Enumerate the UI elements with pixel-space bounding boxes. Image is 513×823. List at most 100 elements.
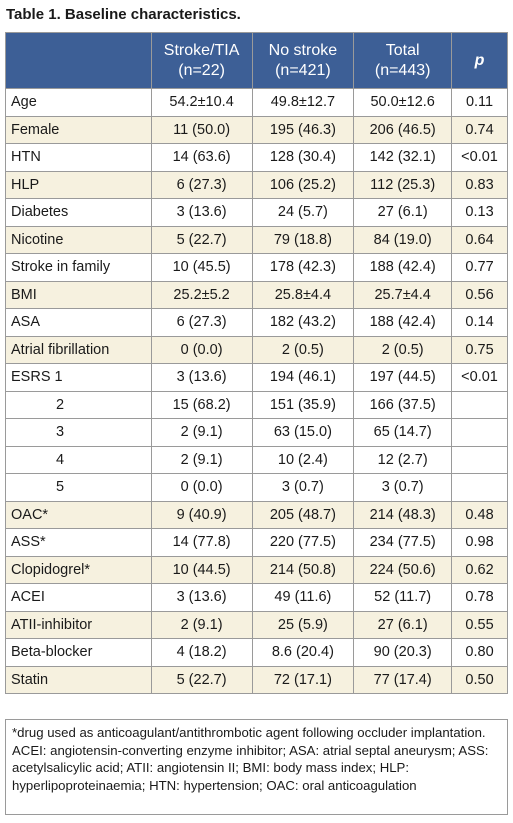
header-cell: Stroke/TIA (n=22) bbox=[150, 32, 253, 89]
header-text: (n=421) bbox=[275, 61, 331, 79]
cell: 188 (42.4) bbox=[353, 308, 453, 337]
header-cell: No stroke (n=421) bbox=[251, 32, 355, 89]
row-label: 3 bbox=[5, 418, 152, 447]
cell: 0.62 bbox=[451, 555, 508, 584]
cell: 0.48 bbox=[451, 500, 508, 529]
cell: 3 (0.7) bbox=[353, 473, 453, 502]
cell: 106 (25.2) bbox=[251, 170, 355, 199]
cell: 214 (48.3) bbox=[353, 500, 453, 529]
table-row: Age 54.2±10.4 49.8±12.7 50.0±12.6 0.11 bbox=[5, 88, 508, 117]
cell: 25.2±5.2 bbox=[150, 280, 253, 309]
cell: 10 (2.4) bbox=[251, 445, 355, 474]
footnote: *drug used as anticoagulant/antithrombot… bbox=[5, 719, 508, 815]
table-row: OAC* 9 (40.9) 205 (48.7) 214 (48.3) 0.48 bbox=[5, 500, 508, 529]
row-label: ATII-inhibitor bbox=[5, 610, 152, 639]
cell: 194 (46.1) bbox=[251, 363, 355, 392]
cell: 25 (5.9) bbox=[251, 610, 355, 639]
cell: <0.01 bbox=[451, 363, 508, 392]
table-row: BMI 25.2±5.2 25.8±4.4 25.7±4.4 0.56 bbox=[5, 280, 508, 309]
cell: 14 (77.8) bbox=[150, 528, 253, 557]
cell: 2 (9.1) bbox=[150, 445, 253, 474]
cell: 128 (30.4) bbox=[251, 143, 355, 172]
cell: 50.0±12.6 bbox=[353, 88, 453, 117]
row-label: Beta-blocker bbox=[5, 638, 152, 667]
cell: 8.6 (20.4) bbox=[251, 638, 355, 667]
cell: 0.50 bbox=[451, 665, 508, 694]
cell: 182 (43.2) bbox=[251, 308, 355, 337]
cell: 49.8±12.7 bbox=[251, 88, 355, 117]
cell: 14 (63.6) bbox=[150, 143, 253, 172]
cell: 195 (46.3) bbox=[251, 115, 355, 144]
cell: 63 (15.0) bbox=[251, 418, 355, 447]
cell bbox=[451, 390, 508, 419]
row-label: Atrial fibrillation bbox=[5, 335, 152, 364]
cell: 3 (13.6) bbox=[150, 583, 253, 612]
table-row: Diabetes 3 (13.6) 24 (5.7) 27 (6.1) 0.13 bbox=[5, 198, 508, 227]
cell: 25.8±4.4 bbox=[251, 280, 355, 309]
row-label: Age bbox=[5, 88, 152, 117]
cell: 188 (42.4) bbox=[353, 253, 453, 282]
table-row: Beta-blocker 4 (18.2) 8.6 (20.4) 90 (20.3) 0… bbox=[5, 638, 508, 667]
cell: 3 (13.6) bbox=[150, 198, 253, 227]
header-text: (n=22) bbox=[178, 61, 225, 79]
cell: 77 (17.4) bbox=[353, 665, 453, 694]
cell: 0.80 bbox=[451, 638, 508, 667]
header-cell bbox=[5, 32, 152, 89]
cell: 205 (48.7) bbox=[251, 500, 355, 529]
cell: 2 (0.5) bbox=[251, 335, 355, 364]
cell: 2 (0.5) bbox=[353, 335, 453, 364]
table-row: ASA 6 (27.3) 182 (43.2) 188 (42.4) 0.14 bbox=[5, 308, 508, 337]
cell: 72 (17.1) bbox=[251, 665, 355, 694]
header-text: No stroke bbox=[268, 41, 338, 59]
cell: 206 (46.5) bbox=[353, 115, 453, 144]
cell: 27 (6.1) bbox=[353, 198, 453, 227]
cell: 166 (37.5) bbox=[353, 390, 453, 419]
header-text: p bbox=[474, 51, 485, 69]
cell: 10 (45.5) bbox=[150, 253, 253, 282]
cell: 12 (2.7) bbox=[353, 445, 453, 474]
cell: 197 (44.5) bbox=[353, 363, 453, 392]
table: Stroke/TIA (n=22) No stroke (n=421) Total (n=… bbox=[5, 32, 508, 694]
row-label: Statin bbox=[5, 665, 152, 694]
cell: 220 (77.5) bbox=[251, 528, 355, 557]
cell: 0.55 bbox=[451, 610, 508, 639]
cell: 5 (22.7) bbox=[150, 665, 253, 694]
header-text: (n=443) bbox=[374, 61, 431, 79]
row-label: ESRS 1 bbox=[5, 363, 152, 392]
cell: 24 (5.7) bbox=[251, 198, 355, 227]
header-row: Stroke/TIA (n=22) No stroke (n=421) Total (n=… bbox=[5, 32, 508, 89]
table-row: ATII-inhibitor 2 (9.1) 25 (5.9) 27 (6.1) 0.5… bbox=[5, 610, 508, 639]
cell: 6 (27.3) bbox=[150, 308, 253, 337]
cell: <0.01 bbox=[451, 143, 508, 172]
cell: 52 (11.7) bbox=[353, 583, 453, 612]
row-label: Diabetes bbox=[5, 198, 152, 227]
cell bbox=[451, 445, 508, 474]
cell: 0.64 bbox=[451, 225, 508, 254]
cell: 6 (27.3) bbox=[150, 170, 253, 199]
cell: 65 (14.7) bbox=[353, 418, 453, 447]
header-cell: Total (n=443) bbox=[353, 32, 453, 89]
table-row: Stroke in family 10 (45.5) 178 (42.3) 188 (… bbox=[5, 253, 508, 282]
row-label: ASS* bbox=[5, 528, 152, 557]
cell: 84 (19.0) bbox=[353, 225, 453, 254]
cell: 0.56 bbox=[451, 280, 508, 309]
row-label: Nicotine bbox=[5, 225, 152, 254]
table-row: Statin 5 (22.7) 72 (17.1) 77 (17.4) 0.50 bbox=[5, 665, 508, 694]
row-label: Female bbox=[5, 115, 152, 144]
cell: 112 (25.3) bbox=[353, 170, 453, 199]
row-label: OAC* bbox=[5, 500, 152, 529]
cell: 3 (13.6) bbox=[150, 363, 253, 392]
cell: 214 (50.8) bbox=[251, 555, 355, 584]
cell: 234 (77.5) bbox=[353, 528, 453, 557]
table-row: Nicotine 5 (22.7) 79 (18.8) 84 (19.0) 0.64 bbox=[5, 225, 508, 254]
cell: 90 (20.3) bbox=[353, 638, 453, 667]
cell: 0.78 bbox=[451, 583, 508, 612]
header-cell: p bbox=[451, 32, 508, 89]
table-row: ACEI 3 (13.6) 49 (11.6) 52 (11.7) 0.78 bbox=[5, 583, 508, 612]
cell: 0.74 bbox=[451, 115, 508, 144]
header-text: Stroke/TIA bbox=[163, 41, 240, 59]
